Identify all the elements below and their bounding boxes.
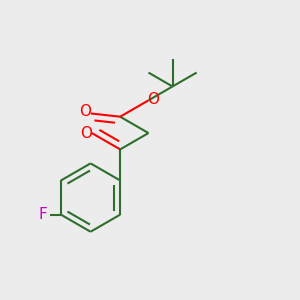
Text: O: O — [80, 126, 92, 141]
Text: O: O — [147, 92, 159, 107]
Text: F: F — [39, 207, 47, 222]
Text: O: O — [79, 104, 91, 119]
